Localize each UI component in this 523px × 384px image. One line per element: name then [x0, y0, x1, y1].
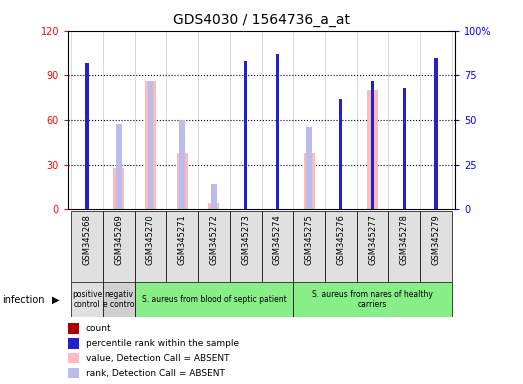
- Bar: [403, 88, 406, 209]
- Text: percentile rank within the sample: percentile rank within the sample: [86, 339, 239, 348]
- Bar: [371, 81, 374, 209]
- Bar: [134, 211, 166, 282]
- Bar: [179, 120, 185, 209]
- Bar: [435, 58, 438, 209]
- Bar: [306, 127, 312, 209]
- Bar: [103, 282, 134, 317]
- Bar: [276, 58, 279, 209]
- Bar: [113, 168, 124, 209]
- Text: GSM345272: GSM345272: [209, 214, 219, 265]
- Bar: [244, 102, 247, 209]
- Bar: [134, 282, 293, 317]
- Bar: [68, 338, 79, 349]
- Bar: [166, 211, 198, 282]
- Text: infection: infection: [3, 295, 45, 305]
- Bar: [208, 204, 220, 209]
- Bar: [435, 59, 438, 209]
- Text: GSM345276: GSM345276: [336, 214, 345, 265]
- Bar: [71, 211, 103, 282]
- Bar: [68, 367, 79, 378]
- Text: rank, Detection Call = ABSENT: rank, Detection Call = ABSENT: [86, 369, 225, 377]
- Text: GSM345269: GSM345269: [114, 214, 123, 265]
- Bar: [230, 211, 262, 282]
- Bar: [85, 63, 88, 209]
- Text: GSM345273: GSM345273: [241, 214, 250, 265]
- Bar: [276, 54, 279, 209]
- Text: S. aureus from nares of healthy
carriers: S. aureus from nares of healthy carriers: [312, 290, 433, 309]
- Text: GSM345268: GSM345268: [83, 214, 92, 265]
- Text: S. aureus from blood of septic patient: S. aureus from blood of septic patient: [142, 295, 286, 304]
- Bar: [420, 211, 452, 282]
- Bar: [244, 61, 247, 209]
- Bar: [303, 153, 315, 209]
- Bar: [145, 81, 156, 209]
- Text: GDS4030 / 1564736_a_at: GDS4030 / 1564736_a_at: [173, 13, 350, 27]
- Text: GSM345278: GSM345278: [400, 214, 409, 265]
- Text: positive
control: positive control: [72, 290, 102, 309]
- Bar: [177, 153, 188, 209]
- Bar: [367, 90, 378, 209]
- Text: GSM345271: GSM345271: [178, 214, 187, 265]
- Bar: [339, 99, 343, 209]
- Text: negativ
e contro: negativ e contro: [103, 290, 134, 309]
- Text: GSM345274: GSM345274: [273, 214, 282, 265]
- Bar: [68, 353, 79, 364]
- Text: value, Detection Call = ABSENT: value, Detection Call = ABSENT: [86, 354, 229, 362]
- Text: GSM345275: GSM345275: [304, 214, 314, 265]
- Text: GSM345279: GSM345279: [431, 214, 440, 265]
- Bar: [68, 323, 79, 334]
- Text: GSM345277: GSM345277: [368, 214, 377, 265]
- Bar: [293, 211, 325, 282]
- Bar: [262, 211, 293, 282]
- Bar: [103, 211, 134, 282]
- Bar: [85, 73, 88, 209]
- Bar: [389, 211, 420, 282]
- Bar: [147, 81, 153, 209]
- Bar: [357, 211, 389, 282]
- Bar: [211, 184, 217, 209]
- Bar: [116, 124, 122, 209]
- Text: count: count: [86, 324, 111, 333]
- Text: ▶: ▶: [52, 295, 60, 305]
- Bar: [293, 282, 452, 317]
- Bar: [198, 211, 230, 282]
- Bar: [325, 211, 357, 282]
- Bar: [403, 102, 406, 209]
- Text: GSM345270: GSM345270: [146, 214, 155, 265]
- Bar: [71, 282, 103, 317]
